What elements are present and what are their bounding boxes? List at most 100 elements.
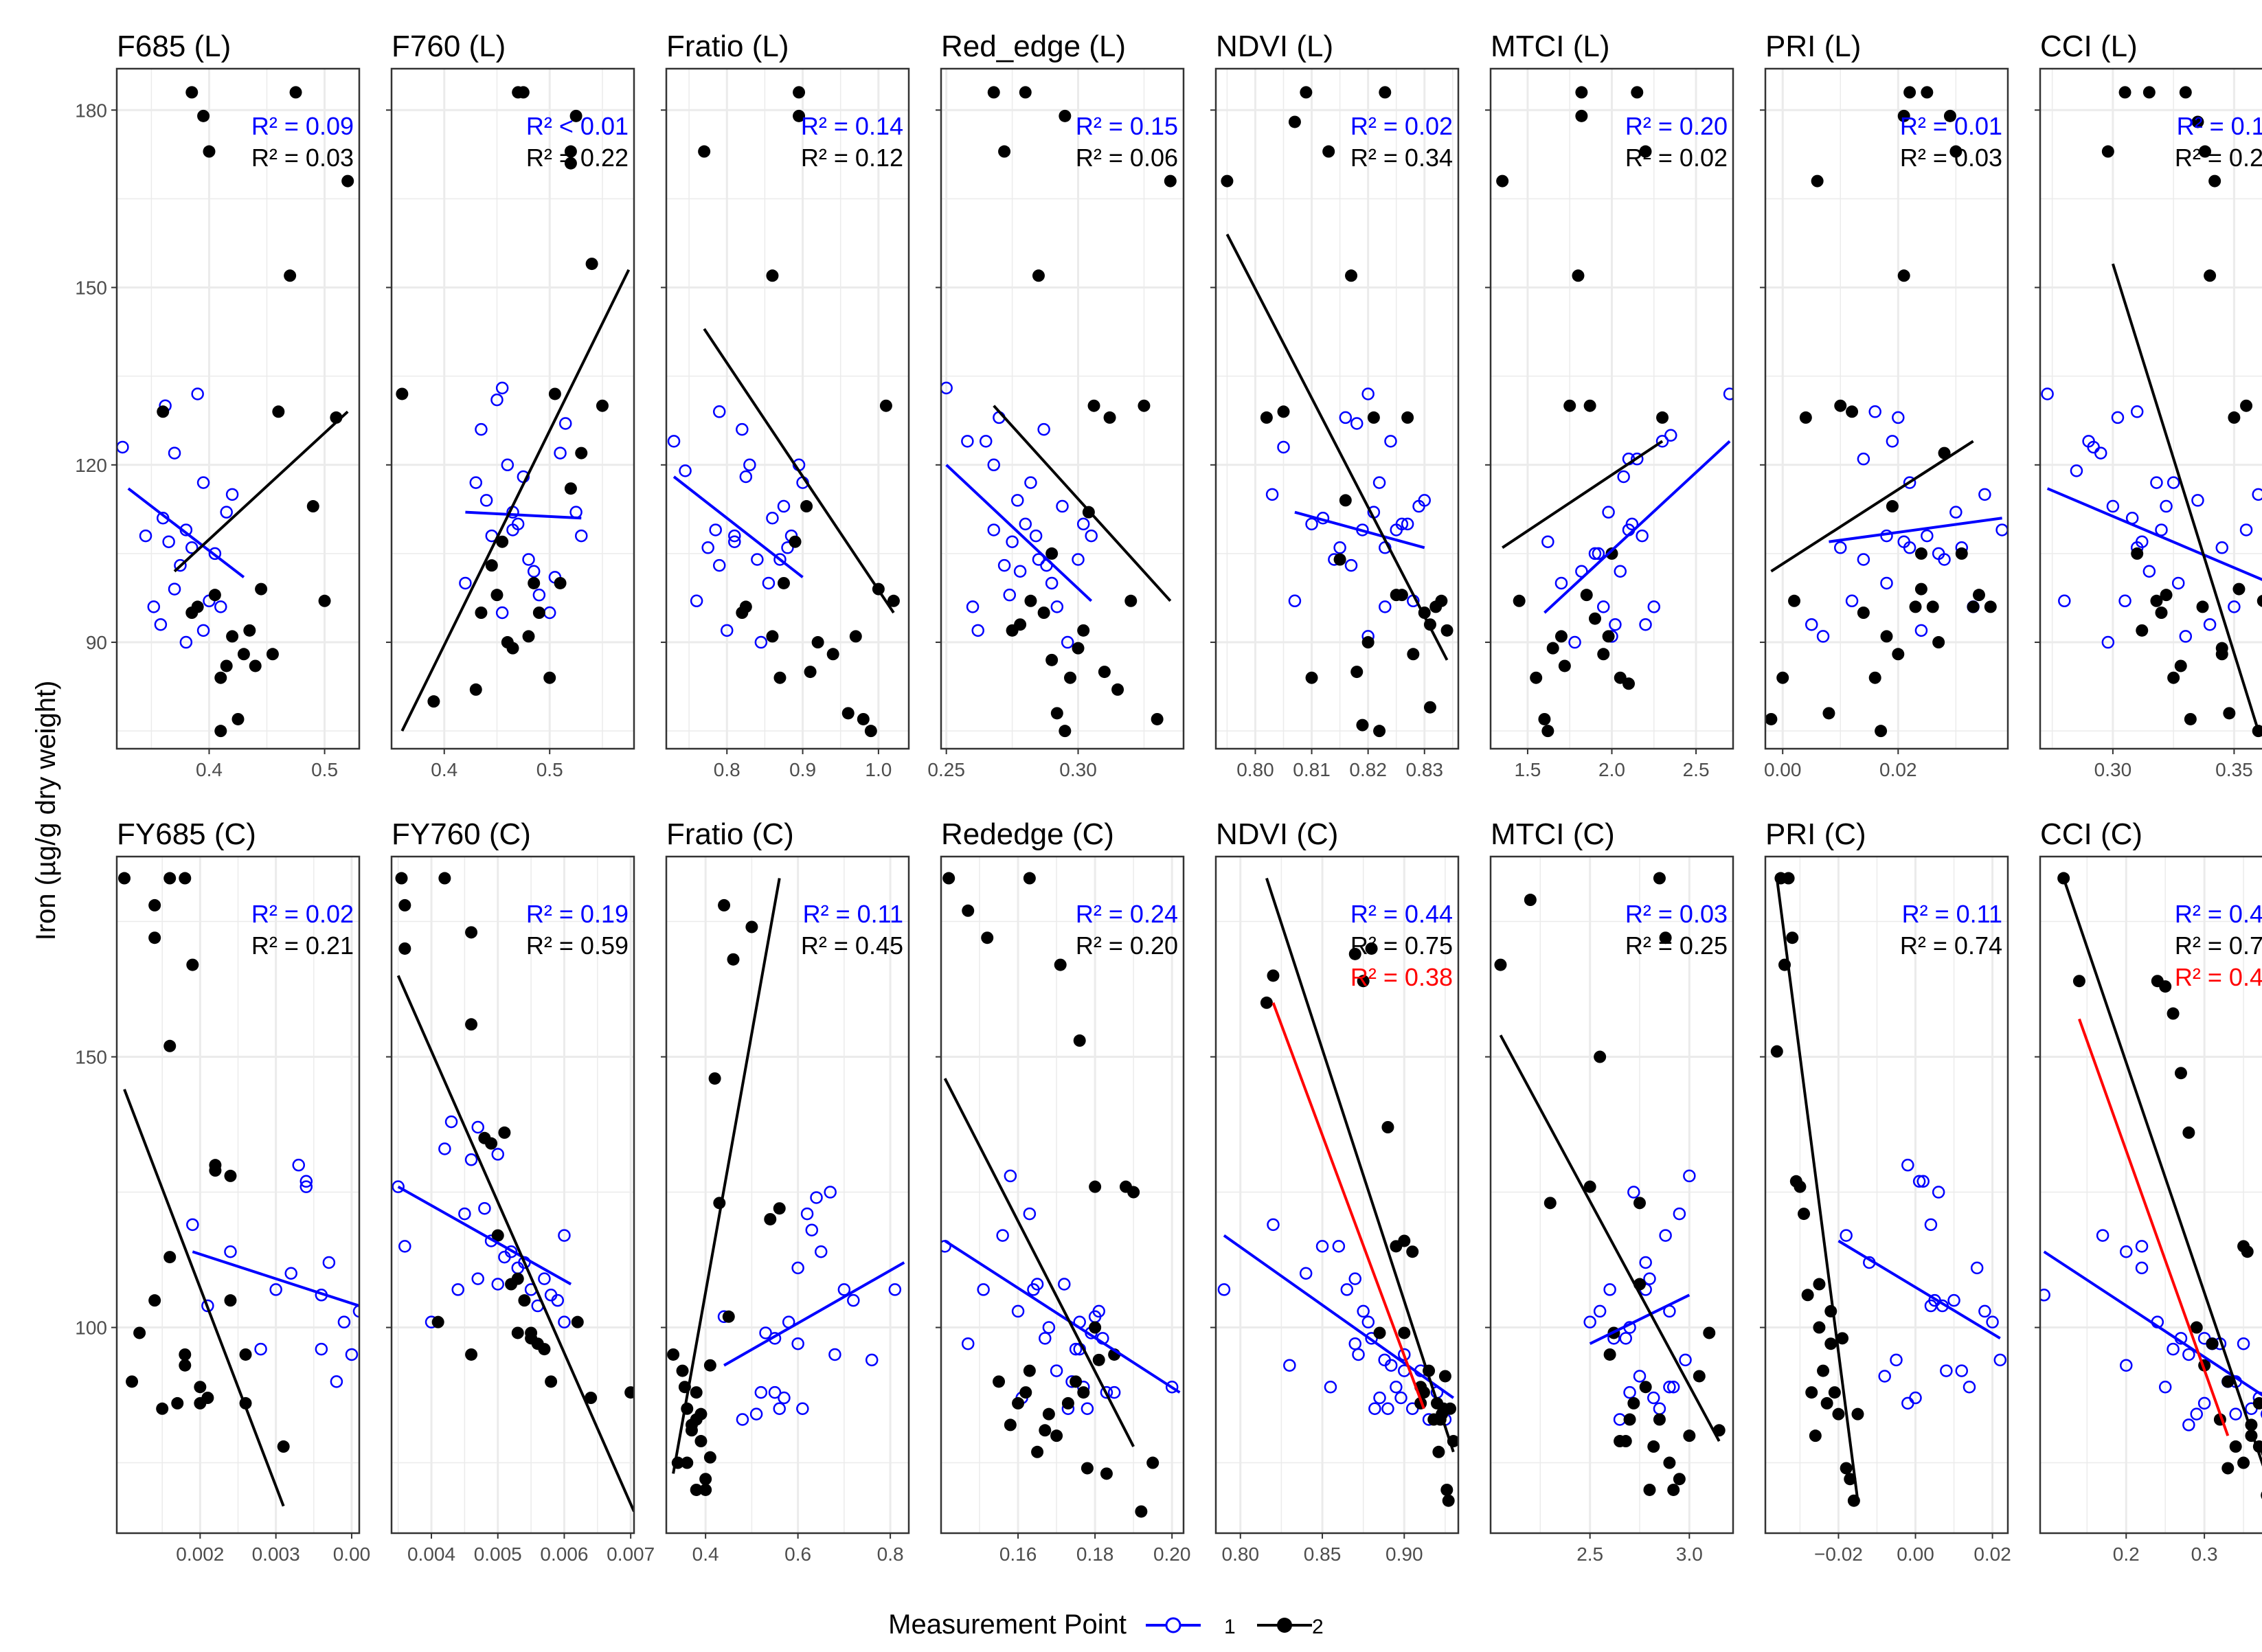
point-series-2 — [148, 1294, 161, 1307]
point-series-1 — [824, 1186, 837, 1199]
point-series-2 — [1305, 671, 1318, 684]
point-series-2 — [2150, 594, 2163, 607]
point-series-1 — [2094, 446, 2107, 460]
panel-title-mtci-l: MTCI (L) — [1491, 30, 1610, 63]
y-tick-label: 120 — [75, 455, 107, 476]
point-series-1 — [1395, 517, 1409, 531]
point-series-1 — [491, 1148, 504, 1161]
point-series-1 — [1081, 1402, 1094, 1416]
point-series-1 — [1333, 541, 1346, 554]
point-series-1 — [2135, 1240, 2149, 1253]
point-series-2 — [993, 1375, 1006, 1388]
point-series-2 — [2190, 1321, 2203, 1334]
point-series-2 — [1580, 589, 1593, 602]
point-series-2 — [718, 898, 731, 912]
point-series-1 — [292, 1158, 305, 1172]
point-series-2 — [1659, 931, 1672, 944]
point-series-2 — [1639, 145, 1652, 158]
point-series-1 — [1361, 1315, 1375, 1328]
point-series-2 — [1563, 399, 1576, 412]
point-series-2 — [1081, 1462, 1094, 1475]
r-squared-label: R² = 0.11 — [2177, 112, 2262, 140]
panel-frame-ndvi-c — [1214, 855, 1460, 1535]
point-series-2 — [1575, 109, 1588, 122]
point-series-1 — [1361, 387, 1375, 400]
point-series-2 — [277, 1440, 290, 1453]
point-series-1 — [538, 1272, 551, 1285]
y-tick-label: 180 — [75, 100, 107, 121]
fit-line-series-2 — [1502, 440, 1664, 549]
fit-line-series-1 — [192, 1250, 359, 1307]
point-series-1 — [1340, 1283, 1354, 1296]
r-squared-label: R² = 0.02 — [1350, 112, 1453, 140]
x-tick-label: −0.02 — [1814, 1543, 1863, 1565]
panel-title-ndvi-c: NDVI (C) — [1216, 817, 1338, 851]
r-squared-label: R² = 0.45 — [2175, 963, 2262, 991]
r-squared-label: R² < 0.01 — [526, 112, 629, 140]
point-series-1 — [728, 529, 741, 543]
point-series-1 — [491, 1278, 504, 1291]
point-series-1 — [759, 1326, 772, 1339]
point-series-2 — [1077, 624, 1090, 637]
point-series-2 — [163, 1251, 177, 1264]
point-series-2 — [1322, 145, 1335, 158]
point-series-1 — [941, 381, 953, 395]
panel-title-f760-l: F760 (L) — [392, 30, 506, 63]
panel-frame-fy760-c — [390, 855, 635, 1535]
r-squared-label: R² = 0.34 — [1350, 144, 1453, 172]
point-series-1 — [2182, 1418, 2195, 1432]
point-series-1 — [1892, 411, 1905, 425]
point-series-2 — [518, 1294, 531, 1307]
point-series-2 — [1023, 872, 1036, 885]
x-tick-label: 0.81 — [1293, 759, 1331, 780]
point-series-2 — [1023, 1364, 1036, 1377]
point-series-1 — [174, 558, 187, 572]
point-series-2 — [942, 872, 955, 885]
y-tick-label: 100 — [75, 1317, 107, 1339]
point-series-2 — [538, 1343, 551, 1356]
point-series-2 — [1513, 594, 1526, 607]
panel-points-f685-l — [117, 86, 354, 738]
point-series-2 — [722, 1310, 735, 1323]
y-axis-label: Iron (µg/g dry weight) — [31, 681, 61, 941]
x-tick-label: 0.85 — [1304, 1543, 1342, 1565]
point-series-1 — [554, 446, 567, 460]
point-series-2 — [2237, 1456, 2250, 1469]
point-series-2 — [1811, 174, 1824, 188]
point-series-1 — [2215, 541, 2228, 554]
point-series-2 — [2136, 624, 2149, 637]
r-squared-label: R² = 0.02 — [251, 900, 354, 928]
point-series-1 — [1006, 535, 1019, 548]
r-squared-label: R² = 0.21 — [251, 931, 354, 960]
point-series-1 — [330, 1375, 343, 1388]
point-series-1 — [1029, 529, 1043, 543]
point-series-2 — [1955, 547, 1968, 560]
point-series-1 — [736, 1413, 749, 1426]
point-series-2 — [1972, 589, 1985, 602]
point-series-2 — [766, 269, 779, 282]
point-series-1 — [1004, 1169, 1017, 1183]
r-squared-label: R² = 0.74 — [1900, 931, 2002, 960]
point-series-2 — [564, 482, 577, 495]
fit-line-series-1 — [1543, 440, 1731, 614]
point-series-1 — [1647, 1391, 1660, 1405]
point-series-1 — [1344, 558, 1358, 572]
point-series-2 — [1798, 1208, 1811, 1221]
r-squared-label: R² = 0.09 — [251, 112, 354, 140]
point-series-2 — [1868, 671, 1881, 684]
point-series-1 — [1348, 1272, 1361, 1285]
point-series-2 — [1949, 145, 1963, 158]
point-series-1 — [1679, 1353, 1692, 1367]
point-series-1 — [506, 523, 519, 536]
point-series-1 — [1107, 1385, 1121, 1399]
point-series-2 — [2240, 399, 2253, 412]
point-series-2 — [231, 712, 245, 725]
panel-ndvi-c: NDVI (C) R² = 0.44 R² = 0.75 R² = 0.38 0.80 0… — [1210, 817, 1460, 1565]
point-series-2 — [2101, 145, 2114, 158]
point-series-1 — [1368, 1402, 1381, 1416]
fit-line-series-1 — [945, 464, 1093, 602]
point-series-2 — [1350, 666, 1364, 679]
point-series-1 — [196, 476, 210, 489]
point-series-2 — [1639, 1381, 1652, 1394]
